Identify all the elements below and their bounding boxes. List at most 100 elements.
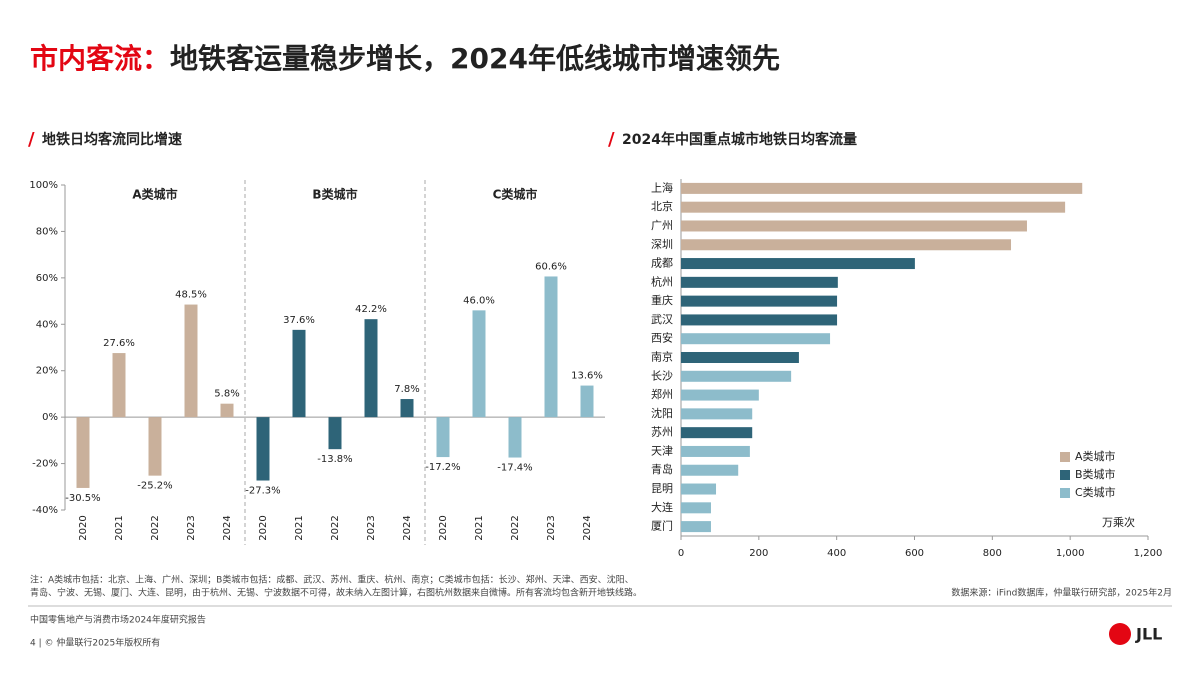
y-tick-label: 北京	[651, 199, 673, 213]
y-tick-label: 20%	[36, 366, 58, 377]
x-tick-label: 2023	[186, 515, 197, 540]
y-tick-label: 100%	[29, 180, 58, 191]
y-tick-label: 杭州	[651, 274, 673, 288]
footer-copyright: 4 | © 仲量联行2025年版权所有	[30, 637, 160, 649]
bar	[681, 483, 717, 495]
bar	[436, 417, 450, 458]
y-tick-label: 80%	[36, 226, 58, 237]
slash-icon: /	[28, 129, 35, 150]
bar	[681, 295, 838, 307]
y-tick-label: 成都	[651, 257, 673, 270]
bar	[681, 314, 838, 326]
x-tick-label: 2021	[294, 515, 305, 540]
value-label: 7.8%	[394, 384, 419, 395]
bar	[681, 427, 753, 439]
logo: JLL	[1109, 623, 1162, 645]
bar	[76, 417, 90, 488]
x-tick-label: 200	[749, 548, 768, 559]
y-tick-label: 重庆	[651, 293, 673, 307]
y-tick-label: 60%	[36, 273, 58, 284]
x-tick-label: 2021	[474, 515, 485, 540]
y-tick-label: 上海	[651, 180, 673, 194]
value-label: 42.2%	[355, 304, 387, 315]
x-tick-label: 2020	[438, 515, 449, 540]
bar	[184, 304, 198, 418]
x-tick-label: 2023	[546, 515, 557, 540]
bar	[681, 182, 1083, 194]
x-tick-label: 2022	[330, 515, 341, 540]
y-tick-label: 0%	[42, 412, 58, 423]
y-tick-label: 西安	[651, 331, 673, 345]
y-tick-label: 南京	[651, 350, 673, 364]
x-tick-label: 2021	[114, 515, 125, 540]
note: 青岛、宁波、无锡、厦门、大连、昆明，由于杭州、无锡、宁波数据不可得，故未纳入左图…	[30, 587, 642, 599]
x-tick-label: 1,000	[1056, 548, 1085, 559]
y-tick-label: 青岛	[651, 462, 673, 476]
y-tick-label: 苏州	[651, 426, 673, 439]
value-label: -17.4%	[497, 463, 532, 474]
x-tick-label: 2022	[510, 515, 521, 540]
value-label: -25.2%	[137, 481, 172, 492]
value-label: 37.6%	[283, 315, 315, 326]
x-tick-label: 2022	[150, 515, 161, 540]
y-tick-label: 40%	[36, 319, 58, 330]
unit-label: 万乘次	[1102, 515, 1135, 529]
bar	[681, 502, 711, 514]
y-tick-label: 深圳	[651, 238, 673, 251]
note: 注：A类城市包括：北京、上海、广州、深圳；B类城市包括：成都、武汉、苏州、重庆、…	[30, 574, 634, 586]
value-label: -30.5%	[65, 493, 100, 504]
bar	[681, 445, 750, 457]
y-tick-label: -40%	[32, 505, 58, 516]
logo-mark	[1109, 623, 1131, 645]
legend-label: C类城市	[1075, 485, 1116, 499]
y-tick-label: 昆明	[651, 482, 673, 495]
bar	[328, 417, 342, 450]
x-tick-label: 0	[678, 548, 684, 559]
right-chart-title: 2024年中国重点城市地铁日均客流量	[622, 131, 857, 148]
y-tick-label: 武汉	[651, 313, 673, 326]
bar	[400, 399, 414, 418]
bar	[681, 220, 1027, 232]
footer-report: 中国零售地产与消费市场2024年度研究报告	[30, 614, 206, 626]
bar	[681, 521, 711, 533]
bar	[508, 417, 522, 458]
slide-title: 市内客流：地铁客运量稳步增长，2024年低线城市增速领先	[30, 42, 780, 75]
bar	[681, 201, 1066, 213]
x-tick-label: 2020	[258, 515, 269, 540]
bar	[681, 239, 1012, 251]
bar	[256, 417, 270, 481]
x-tick-label: 2024	[402, 515, 413, 540]
bar	[681, 464, 739, 476]
x-tick-label: 2024	[582, 515, 593, 540]
bar	[364, 319, 378, 418]
title-highlight: 市内客流：	[30, 42, 170, 75]
value-label: -27.3%	[245, 486, 280, 497]
left-chart-title: 地铁日均客流同比增速	[42, 131, 182, 148]
bar	[472, 310, 486, 418]
y-tick-label: 大连	[651, 500, 673, 514]
logo-text: JLL	[1135, 625, 1162, 644]
bar	[220, 403, 234, 418]
value-label: 27.6%	[103, 338, 135, 349]
y-tick-label: 沈阳	[651, 406, 673, 420]
bar	[681, 258, 915, 270]
x-tick-label: 400	[827, 548, 846, 559]
slash-icon: /	[608, 129, 615, 150]
bar	[580, 385, 594, 418]
value-label: -17.2%	[425, 462, 460, 473]
panel-title: A类城市	[132, 187, 177, 202]
bar	[681, 276, 838, 288]
y-tick-label: 长沙	[651, 369, 673, 382]
x-tick-label: 2023	[366, 515, 377, 540]
x-tick-label: 600	[905, 548, 924, 559]
y-tick-label: 广州	[651, 219, 673, 232]
bar	[292, 329, 306, 418]
value-label: 48.5%	[175, 290, 207, 301]
y-tick-label: 郑州	[651, 387, 673, 401]
bar	[544, 276, 558, 418]
source: 数据来源：iFind数据库，仲量联行研究部，2025年2月	[951, 587, 1172, 599]
y-tick-label: 厦门	[651, 519, 673, 533]
value-label: 5.8%	[214, 389, 239, 400]
bar	[681, 333, 831, 345]
